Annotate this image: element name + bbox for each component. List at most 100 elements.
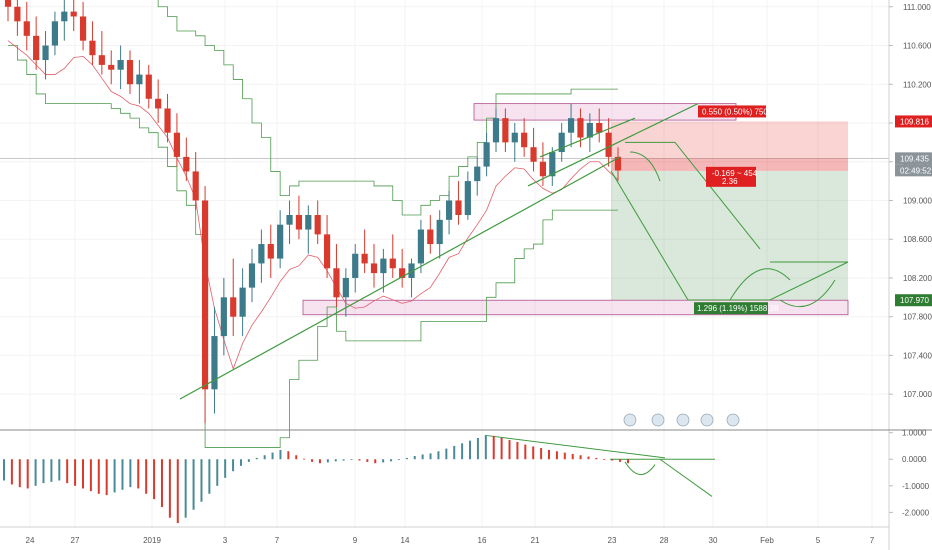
histogram [3, 435, 629, 524]
histogram-bar [619, 459, 622, 462]
histogram-bar [81, 459, 84, 489]
time-tick-label: 9 [353, 536, 358, 545]
candle-body [267, 244, 274, 259]
indicator-tick-label: 1.0000 [902, 429, 927, 438]
histogram-bar [390, 459, 393, 462]
candle-body [567, 118, 575, 133]
histogram-bar [421, 454, 424, 460]
candle-body [399, 268, 406, 278]
price-tag-3 [895, 294, 932, 307]
time-tick-label: 16 [478, 536, 487, 545]
price-tick-label: 108.200 [903, 274, 932, 283]
candle-body [230, 297, 237, 317]
risk-zone-inner [611, 158, 848, 171]
histogram-bar [303, 458, 306, 460]
time-tick-label: 14 [401, 536, 410, 545]
candle-body [192, 171, 199, 201]
candle-body [427, 229, 434, 245]
histogram-bar [160, 459, 163, 508]
histogram-bar [437, 451, 440, 460]
candle-body [389, 258, 396, 269]
time-axis[interactable]: 24 27 2019 3 7 9 14 16 21 23 28 30 Feb 5 7 [26, 536, 875, 545]
candle-body [408, 263, 415, 278]
histogram-bar [232, 459, 235, 472]
candle-body [614, 156, 622, 171]
histogram-bar [145, 459, 148, 494]
candle-body [436, 219, 443, 245]
histogram-bar [26, 459, 29, 489]
histogram-bar [279, 449, 282, 460]
histogram-bar [508, 440, 511, 460]
candle-body [305, 215, 312, 230]
stop-label-box [698, 105, 766, 118]
histogram-bar [366, 459, 369, 462]
histogram-bar [397, 459, 400, 461]
time-tick-label: 7 [870, 536, 875, 545]
histogram-bar [555, 451, 558, 460]
histogram-bar [224, 459, 227, 478]
histogram-bar [129, 459, 132, 488]
histogram-bar [374, 459, 377, 464]
price-tag-label: 109.816 [900, 117, 929, 126]
time-tick-label: 23 [608, 536, 617, 545]
histogram-bar [326, 459, 329, 463]
price-tick-label: 107.400 [903, 351, 932, 360]
indicator-axis[interactable]: 1.0000 0.0000 -1.0000 -2.0000 [889, 429, 930, 518]
histogram-bar [548, 449, 551, 460]
price-tag-1 [895, 152, 932, 165]
economic-events[interactable] [623, 413, 740, 427]
histogram-bar [350, 459, 353, 461]
candles [4, 0, 622, 424]
time-tick-label: 27 [71, 536, 80, 545]
histogram-bar [587, 456, 590, 460]
candle-body [455, 200, 462, 215]
histogram-bar [105, 459, 108, 496]
indicator-lines [7, 0, 619, 448]
candle-body [126, 60, 134, 85]
time-tick-label: 3 [223, 536, 228, 545]
candle-body [4, 0, 12, 7]
histogram-bar [516, 441, 519, 460]
price-tick-label: 107.800 [903, 313, 932, 322]
histogram-bar [579, 455, 582, 460]
candle-body [295, 215, 303, 230]
candle-body [108, 64, 115, 70]
histogram-bar [121, 459, 124, 490]
candle-body [201, 200, 209, 390]
histogram-bar [611, 459, 614, 461]
candle-body [474, 166, 481, 182]
time-tick-label: Feb [760, 536, 774, 545]
price-tick-label: 110.200 [903, 80, 932, 89]
histogram-bar [627, 459, 629, 464]
channel-line-2 [539, 117, 636, 158]
candle-body [333, 268, 340, 298]
price-tags: 109.816 109.435 02:49:52 107.970 [895, 115, 932, 307]
candle-body [51, 21, 59, 46]
uptrend-line [179, 156, 621, 400]
histogram-bar [271, 452, 274, 460]
profit-zone [611, 170, 848, 301]
histogram-bar [216, 459, 219, 486]
candle-body [361, 253, 368, 264]
histogram-bar [74, 459, 77, 486]
candle-body [61, 11, 68, 22]
candle-body [492, 118, 500, 143]
divergence-line [484, 434, 666, 459]
time-tick-label: 28 [660, 536, 669, 545]
indicator-projection [624, 458, 713, 497]
price-tick-label: 111.000 [903, 3, 931, 12]
candle-body [33, 35, 40, 61]
target-label-box [694, 302, 768, 315]
histogram-bar [153, 459, 156, 500]
histogram-bar [97, 459, 100, 494]
trend-line-red [7, 40, 619, 370]
candle-body [417, 229, 425, 264]
histogram-bar [295, 455, 298, 460]
candle-body [577, 118, 584, 138]
candle-body [258, 244, 265, 264]
candle-body [483, 142, 490, 167]
projection-path-2 [625, 141, 761, 250]
price-tick-label: 110.600 [903, 42, 932, 51]
short-position-tool[interactable] [611, 121, 848, 301]
